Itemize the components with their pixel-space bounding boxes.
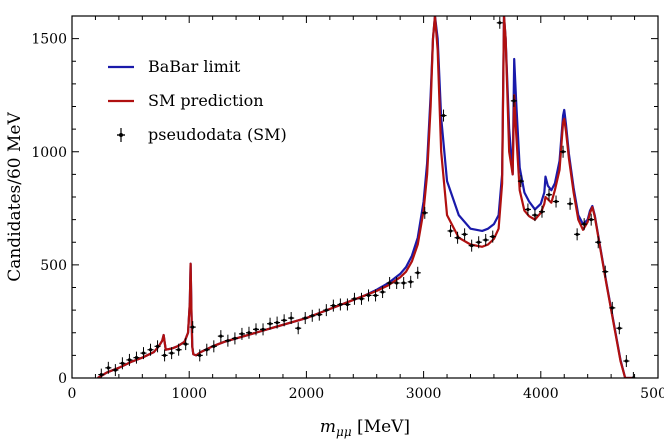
legend-swatch-pseudodata — [117, 128, 125, 142]
data-point — [281, 314, 288, 327]
data-point — [288, 312, 295, 325]
data-point — [524, 203, 531, 216]
x-tick-label: 3000 — [406, 386, 442, 402]
x-axis-label: mμμ [MeV] — [320, 417, 410, 439]
data-point — [112, 364, 119, 377]
data-point — [168, 347, 175, 360]
data-point — [574, 228, 581, 241]
data-point — [482, 233, 489, 246]
data-point — [496, 16, 503, 29]
data-point — [351, 292, 358, 305]
data-point — [475, 236, 482, 249]
x-tick-label: 4000 — [523, 386, 559, 402]
data-point — [98, 368, 105, 378]
data-point — [386, 276, 393, 289]
y-tick-label: 500 — [40, 258, 67, 274]
data-point — [337, 298, 344, 311]
pseudodata-points — [98, 16, 637, 378]
series-line-sm-prediction — [97, 16, 634, 378]
legend-label-babar-limit: BaBar limit — [148, 57, 241, 76]
data-point — [379, 286, 386, 299]
data-point — [140, 347, 147, 360]
data-point — [609, 301, 616, 314]
data-point — [224, 334, 231, 347]
data-point — [602, 265, 609, 278]
data-point — [210, 340, 217, 353]
legend-label-pseudodata: pseudodata (SM) — [148, 125, 287, 144]
data-point — [588, 213, 595, 226]
data-point — [316, 308, 323, 321]
data-point — [447, 224, 454, 237]
data-point — [260, 323, 267, 336]
y-tick-label: 0 — [58, 371, 67, 387]
data-point — [295, 322, 302, 335]
data-point — [517, 175, 524, 188]
data-point — [358, 292, 365, 305]
data-point — [105, 361, 112, 374]
data-point — [510, 94, 517, 107]
data-point — [217, 330, 224, 343]
data-point — [372, 289, 379, 302]
data-point — [203, 343, 210, 356]
axis-ticks — [71, 15, 659, 379]
data-point — [323, 304, 330, 317]
legend: BaBar limit SM prediction pseudodata (SM… — [108, 57, 287, 144]
data-point — [421, 206, 428, 219]
data-point — [330, 299, 337, 312]
data-point — [189, 321, 196, 334]
data-point — [468, 239, 475, 252]
data-point — [567, 197, 574, 210]
data-point — [400, 276, 407, 289]
data-point — [461, 228, 468, 241]
data-point — [238, 327, 245, 340]
data-point — [126, 353, 133, 366]
x-tick-label: 1000 — [171, 386, 207, 402]
data-point — [454, 231, 461, 244]
data-point — [274, 316, 281, 329]
data-point — [196, 349, 203, 362]
data-point — [553, 195, 560, 208]
data-point — [161, 349, 168, 362]
x-tick-label: 2000 — [289, 386, 325, 402]
data-point — [393, 276, 400, 289]
data-point — [147, 343, 154, 356]
x-tick-label: 0 — [68, 386, 77, 402]
data-point — [595, 236, 602, 249]
data-point — [365, 289, 372, 302]
series-layer — [97, 16, 634, 378]
data-point — [538, 205, 545, 218]
data-point — [154, 340, 161, 353]
data-point — [175, 343, 182, 356]
data-point — [489, 230, 496, 243]
data-point — [182, 338, 189, 351]
data-point — [231, 332, 238, 345]
data-point — [546, 188, 553, 201]
data-point — [267, 317, 274, 330]
data-point — [440, 109, 447, 122]
y-axis-label: Candidates/60 MeV — [5, 112, 25, 282]
data-point — [581, 218, 588, 231]
data-point — [344, 298, 351, 311]
data-point — [253, 323, 260, 336]
data-point — [616, 322, 623, 335]
data-point — [531, 209, 538, 222]
data-point — [407, 275, 414, 288]
legend-label-sm-prediction: SM prediction — [148, 91, 264, 110]
data-point — [302, 312, 309, 325]
y-tick-label: 1500 — [31, 32, 67, 48]
data-point — [119, 357, 126, 370]
data-point — [133, 351, 140, 364]
y-tick-label: 1000 — [31, 145, 67, 161]
data-point — [623, 355, 630, 368]
data-point — [414, 266, 421, 279]
data-point — [560, 145, 567, 158]
data-point — [245, 326, 252, 339]
data-point — [309, 309, 316, 322]
